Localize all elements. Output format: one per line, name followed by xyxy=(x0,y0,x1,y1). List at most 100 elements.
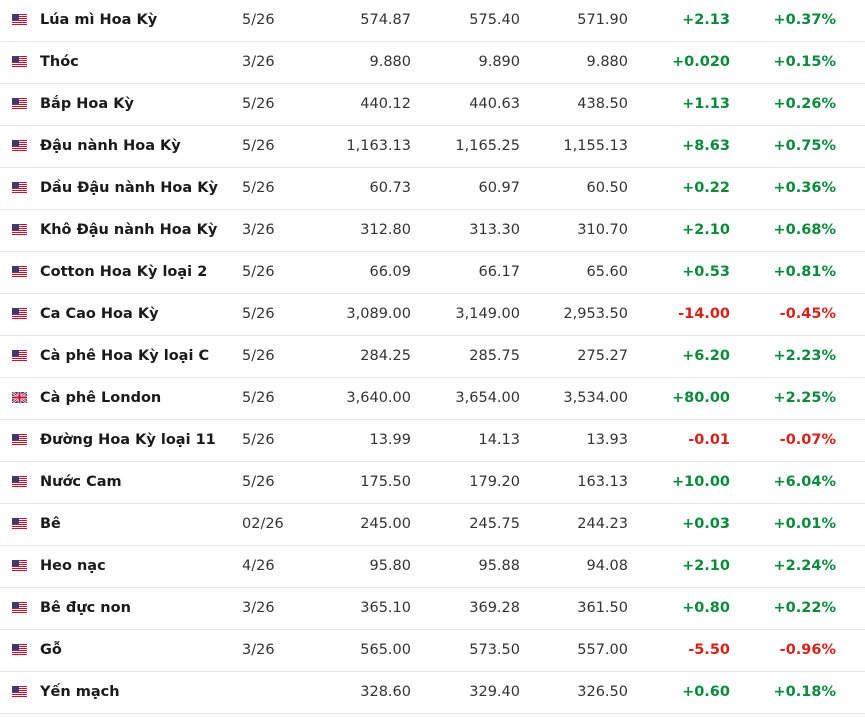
low-price: 163.13 xyxy=(577,474,628,490)
change: -0.01 xyxy=(688,432,730,448)
table-row[interactable]: Gỗ 3/26 565.00 573.50 557.00 -5.50 -0.96% xyxy=(0,630,865,672)
low-price: 94.08 xyxy=(586,558,628,574)
commodity-name: Heo nạc xyxy=(40,558,106,574)
change-percent: +2.24% xyxy=(773,558,836,574)
low-price: 1,155.13 xyxy=(563,138,628,154)
contract-month: 5/26 xyxy=(242,264,275,280)
flag-icon xyxy=(12,224,27,235)
low-price: 65.60 xyxy=(586,264,628,280)
contract-month: 5/26 xyxy=(242,306,275,322)
last-price: 440.12 xyxy=(360,96,411,112)
commodity-name: Bê đực non xyxy=(40,600,131,616)
change-percent: +0.01% xyxy=(773,516,836,532)
high-price: 575.40 xyxy=(469,12,520,28)
last-price: 565.00 xyxy=(360,642,411,658)
flag-icon xyxy=(12,98,27,109)
high-price: 60.97 xyxy=(478,180,520,196)
commodity-name: Đường Hoa Kỳ loại 11 xyxy=(40,432,216,448)
change: +8.63 xyxy=(682,138,730,154)
commodity-name: Bắp Hoa Kỳ xyxy=(40,96,134,112)
table-row[interactable]: Yến mạch 328.60 329.40 326.50 +0.60 +0.18% xyxy=(0,672,865,714)
high-price: 179.20 xyxy=(469,474,520,490)
flag-icon xyxy=(12,434,27,445)
flag-icon xyxy=(12,182,27,193)
change-percent: +2.25% xyxy=(773,390,836,406)
high-price: 440.63 xyxy=(469,96,520,112)
low-price: 3,534.00 xyxy=(563,390,628,406)
last-price: 9.880 xyxy=(369,54,411,70)
last-price: 245.00 xyxy=(360,516,411,532)
last-price: 175.50 xyxy=(360,474,411,490)
flag-icon xyxy=(12,476,27,487)
table-row[interactable]: Khô Đậu nành Hoa Kỳ 3/26 312.80 313.30 310.7… xyxy=(0,210,865,252)
change-percent: +0.15% xyxy=(773,54,836,70)
change: +0.53 xyxy=(682,264,730,280)
flag-icon xyxy=(12,602,27,613)
last-price: 1,163.13 xyxy=(346,138,411,154)
low-price: 60.50 xyxy=(586,180,628,196)
table-row[interactable]: Bê đực non 3/26 365.10 369.28 361.50 +0.80 +0.… xyxy=(0,588,865,630)
flag-icon xyxy=(12,686,27,697)
low-price: 557.00 xyxy=(577,642,628,658)
table-row[interactable]: Thóc 3/26 9.880 9.890 9.880 +0.020 +0.15% xyxy=(0,42,865,84)
change: +0.020 xyxy=(671,54,730,70)
contract-month: 3/26 xyxy=(242,54,275,70)
change-percent: +0.26% xyxy=(773,96,836,112)
table-row[interactable]: Cà phê Hoa Kỳ loại C 5/26 284.25 285.75 275.… xyxy=(0,336,865,378)
change: +0.03 xyxy=(682,516,730,532)
commodity-name: Cà phê London xyxy=(40,390,162,406)
high-price: 9.890 xyxy=(478,54,520,70)
change-percent: +6.04% xyxy=(773,474,836,490)
commodity-name: Nước Cam xyxy=(40,474,122,490)
table-row[interactable]: Heo nạc 4/26 95.80 95.88 94.08 +2.10 +2.24% xyxy=(0,546,865,588)
low-price: 9.880 xyxy=(586,54,628,70)
commodity-name: Lúa mì Hoa Kỳ xyxy=(40,12,158,28)
table-row[interactable]: Bê 02/26 245.00 245.75 244.23 +0.03 +0.01% xyxy=(0,504,865,546)
last-price: 312.80 xyxy=(360,222,411,238)
commodity-name: Dầu Đậu nành Hoa Kỳ xyxy=(40,180,218,196)
flag-icon xyxy=(12,644,27,655)
flag-icon xyxy=(12,560,27,571)
table-row[interactable]: Cotton Hoa Kỳ loại 2 5/26 66.09 66.17 65.60 +… xyxy=(0,252,865,294)
commodity-name: Yến mạch xyxy=(40,684,120,700)
change: +1.13 xyxy=(682,96,730,112)
high-price: 3,654.00 xyxy=(455,390,520,406)
low-price: 13.93 xyxy=(586,432,628,448)
contract-month: 3/26 xyxy=(242,600,275,616)
high-price: 95.88 xyxy=(478,558,520,574)
table-row[interactable]: Bắp Hoa Kỳ 5/26 440.12 440.63 438.50 +1.13 +0.… xyxy=(0,84,865,126)
contract-month: 4/26 xyxy=(242,558,275,574)
table-row[interactable]: Cà phê London 5/26 3,640.00 3,654.00 3,534.0… xyxy=(0,378,865,420)
change: +2.10 xyxy=(682,222,730,238)
change-percent: +2.23% xyxy=(773,348,836,364)
table-row[interactable]: Dầu Đậu nành Hoa Kỳ 5/26 60.73 60.97 60.50 +0… xyxy=(0,168,865,210)
low-price: 571.90 xyxy=(577,12,628,28)
table-row[interactable]: Đường Hoa Kỳ loại 11 5/26 13.99 14.13 13.93 -… xyxy=(0,420,865,462)
change-percent: +0.22% xyxy=(773,600,836,616)
change-percent: +0.68% xyxy=(773,222,836,238)
change: +0.60 xyxy=(682,684,730,700)
low-price: 244.23 xyxy=(577,516,628,532)
table-row[interactable]: Lúa mì Hoa Kỳ 5/26 574.87 575.40 571.90 +2.13… xyxy=(0,0,865,42)
change-percent: -0.45% xyxy=(779,306,836,322)
contract-month: 3/26 xyxy=(242,222,275,238)
change: -14.00 xyxy=(678,306,730,322)
table-row[interactable]: Đậu nành Hoa Kỳ 5/26 1,163.13 1,165.25 1,155… xyxy=(0,126,865,168)
high-price: 313.30 xyxy=(469,222,520,238)
low-price: 310.70 xyxy=(577,222,628,238)
low-price: 361.50 xyxy=(577,600,628,616)
change: +80.00 xyxy=(671,390,730,406)
commodity-name: Cà phê Hoa Kỳ loại C xyxy=(40,348,210,364)
contract-month: 02/26 xyxy=(242,516,284,532)
change-percent: +0.18% xyxy=(773,684,836,700)
commodity-name: Khô Đậu nành Hoa Kỳ xyxy=(40,222,218,238)
table-row[interactable]: Nước Cam 5/26 175.50 179.20 163.13 +10.00 +6.0… xyxy=(0,462,865,504)
change: +6.20 xyxy=(682,348,730,364)
table-row[interactable]: Ca Cao Hoa Kỳ 5/26 3,089.00 3,149.00 2,953.5… xyxy=(0,294,865,336)
change-percent: -0.96% xyxy=(779,642,836,658)
high-price: 285.75 xyxy=(469,348,520,364)
contract-month: 5/26 xyxy=(242,474,275,490)
high-price: 14.13 xyxy=(478,432,520,448)
last-price: 66.09 xyxy=(369,264,411,280)
